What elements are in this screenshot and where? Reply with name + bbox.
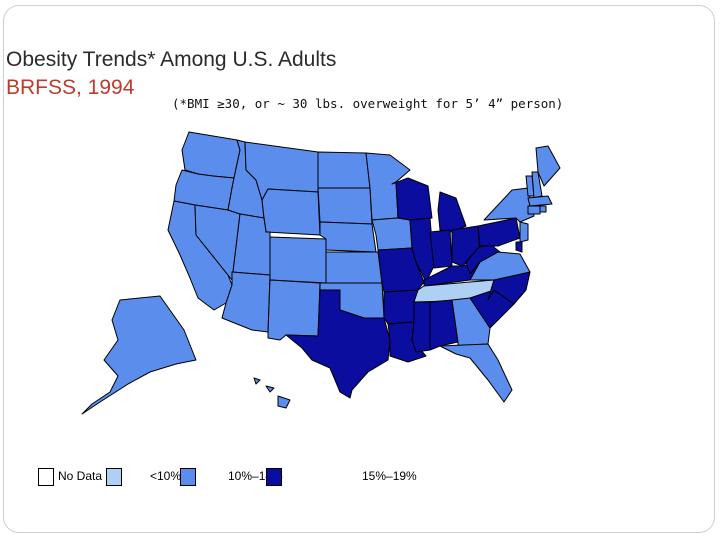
- state-texas: [285, 289, 391, 399]
- state-kansas: [325, 251, 383, 284]
- state-wisconsin: [391, 177, 433, 221]
- state-south-dakota: [317, 187, 373, 225]
- state-new-jersey: [519, 221, 529, 243]
- state-hawaii-maui: [265, 385, 275, 393]
- state-michigan: [437, 191, 467, 233]
- state-north-dakota: [317, 151, 371, 189]
- state-mississippi: [411, 301, 431, 353]
- state-hawaii-oahu: [253, 377, 261, 385]
- state-maine: [535, 145, 561, 187]
- state-arkansas: [383, 289, 419, 325]
- state-new-york: [483, 187, 535, 223]
- state-washington: [181, 131, 241, 179]
- bmi-footnote: (*BMI ≥30, or ~ 30 lbs. overweight for 5…: [172, 96, 564, 111]
- state-alabama: [429, 299, 459, 351]
- state-hawaii-main: [277, 395, 291, 409]
- slide-title: Obesity Trends* Among U.S. Adults: [6, 48, 337, 71]
- state-new-mexico: [267, 279, 321, 341]
- state-delaware: [515, 241, 523, 253]
- state-alaska: [81, 295, 197, 415]
- state-connecticut: [527, 205, 541, 215]
- state-new-hampshire: [531, 171, 543, 199]
- state-nebraska: [319, 221, 377, 253]
- state-rhode-island: [539, 205, 547, 213]
- slide-year-subtitle: BRFSS, 1994: [6, 76, 135, 99]
- state-massachusetts: [527, 195, 553, 207]
- state-pennsylvania: [477, 217, 521, 247]
- state-florida: [439, 343, 513, 403]
- state-iowa: [371, 217, 413, 251]
- state-indiana: [429, 229, 453, 269]
- slide-frame: [3, 5, 715, 533]
- state-colorado: [269, 236, 327, 284]
- state-wyoming: [261, 188, 321, 236]
